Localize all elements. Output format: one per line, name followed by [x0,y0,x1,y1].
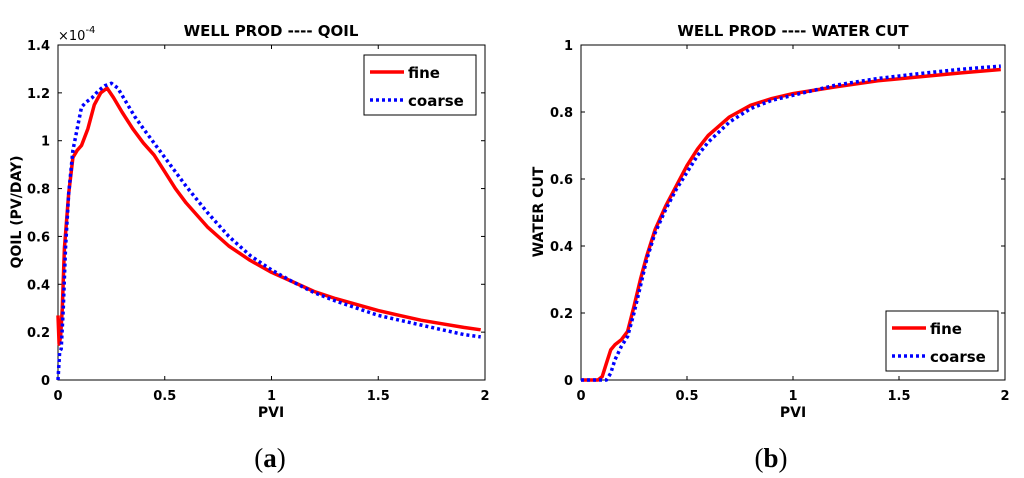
qoil-y-axis-label: QOIL (PV/DAY) [9,155,25,268]
qoil-legend-box [363,54,477,116]
watercut-y-tick-label: 0.8 [550,106,573,121]
qoil-y-tick-label: 1.2 [27,87,50,102]
watercut-legend: fine coarse [885,310,999,372]
qoil-x-tick-label: 0.5 [153,389,176,404]
watercut-y-axis-label: WATER CUT [531,166,547,257]
watercut-y-tick-label: 0 [564,374,573,389]
watercut-y-tick-label: 1 [564,39,573,54]
qoil-x-axis-label: PVI [258,405,284,421]
qoil-x-tick-label: 1 [267,389,276,404]
watercut-series-group [581,64,1001,382]
qoil-y-tick-label: 0.4 [27,278,50,293]
watercut-x-axis-label: PVI [780,405,806,421]
qoil-exponent-power: -4 [85,25,95,36]
qoil-exponent-label: ×10-4 [58,25,95,44]
chart-qoil: WELL PROD ---- QOIL PVI QOIL (PV/DAY) ×1… [9,22,490,473]
qoil-chart-title: WELL PROD ---- QOIL [184,22,359,40]
chart-water-cut: WELL PROD ---- WATER CUT PVI WATER CUT 0… [531,22,1010,473]
watercut-chart-title: WELL PROD ---- WATER CUT [677,22,909,40]
qoil-y-tick-label: 0.8 [27,183,50,198]
panel-label-b: (b) [754,443,787,473]
watercut-x-tick-label: 0.5 [675,389,698,404]
watercut-x-tick-label: 1.5 [887,389,910,404]
watercut-y-tick-label: 0.4 [550,240,573,255]
qoil-x-ticks: 0 0.5 1 1.5 2 [53,45,490,404]
qoil-legend-coarse-label: coarse [408,92,464,110]
qoil-legend-fine-label: fine [408,64,440,82]
panel-label-b-letter: b [763,443,778,473]
qoil-y-tick-label: 0.2 [27,326,50,341]
watercut-legend-fine-label: fine [930,320,962,338]
watercut-y-ticks: 0 0.2 0.4 0.6 0.8 1 [550,39,1005,389]
qoil-y-tick-label: 0.6 [27,230,50,245]
qoil-y-tick-label: 1.4 [27,39,50,54]
qoil-y-ticks: 0 0.2 0.4 0.6 0.8 1 1.2 1.4 [27,39,485,389]
watercut-legend-coarse-label: coarse [930,348,986,366]
watercut-legend-box [885,310,999,372]
qoil-y-tick-label: 0 [41,374,50,389]
qoil-y-tick-label: 1 [41,135,50,150]
panel-label-a: (a) [254,443,286,473]
qoil-series-group [56,81,481,381]
watercut-x-tick-label: 2 [1000,389,1009,404]
watercut-series-coarse [581,64,1001,382]
panel-label-a-letter: a [263,443,277,473]
qoil-exponent-base: ×10 [58,29,85,44]
qoil-x-tick-label: 0 [53,389,62,404]
qoil-x-tick-label: 1.5 [367,389,390,404]
watercut-x-tick-label: 0 [576,389,585,404]
qoil-x-tick-label: 2 [480,389,489,404]
qoil-series-coarse [56,81,481,381]
qoil-legend: fine coarse [363,54,477,116]
watercut-y-tick-label: 0.2 [550,307,573,322]
watercut-x-tick-label: 1 [788,389,797,404]
watercut-y-tick-label: 0.6 [550,173,573,188]
watercut-x-ticks: 0 0.5 1 1.5 2 [576,45,1010,404]
